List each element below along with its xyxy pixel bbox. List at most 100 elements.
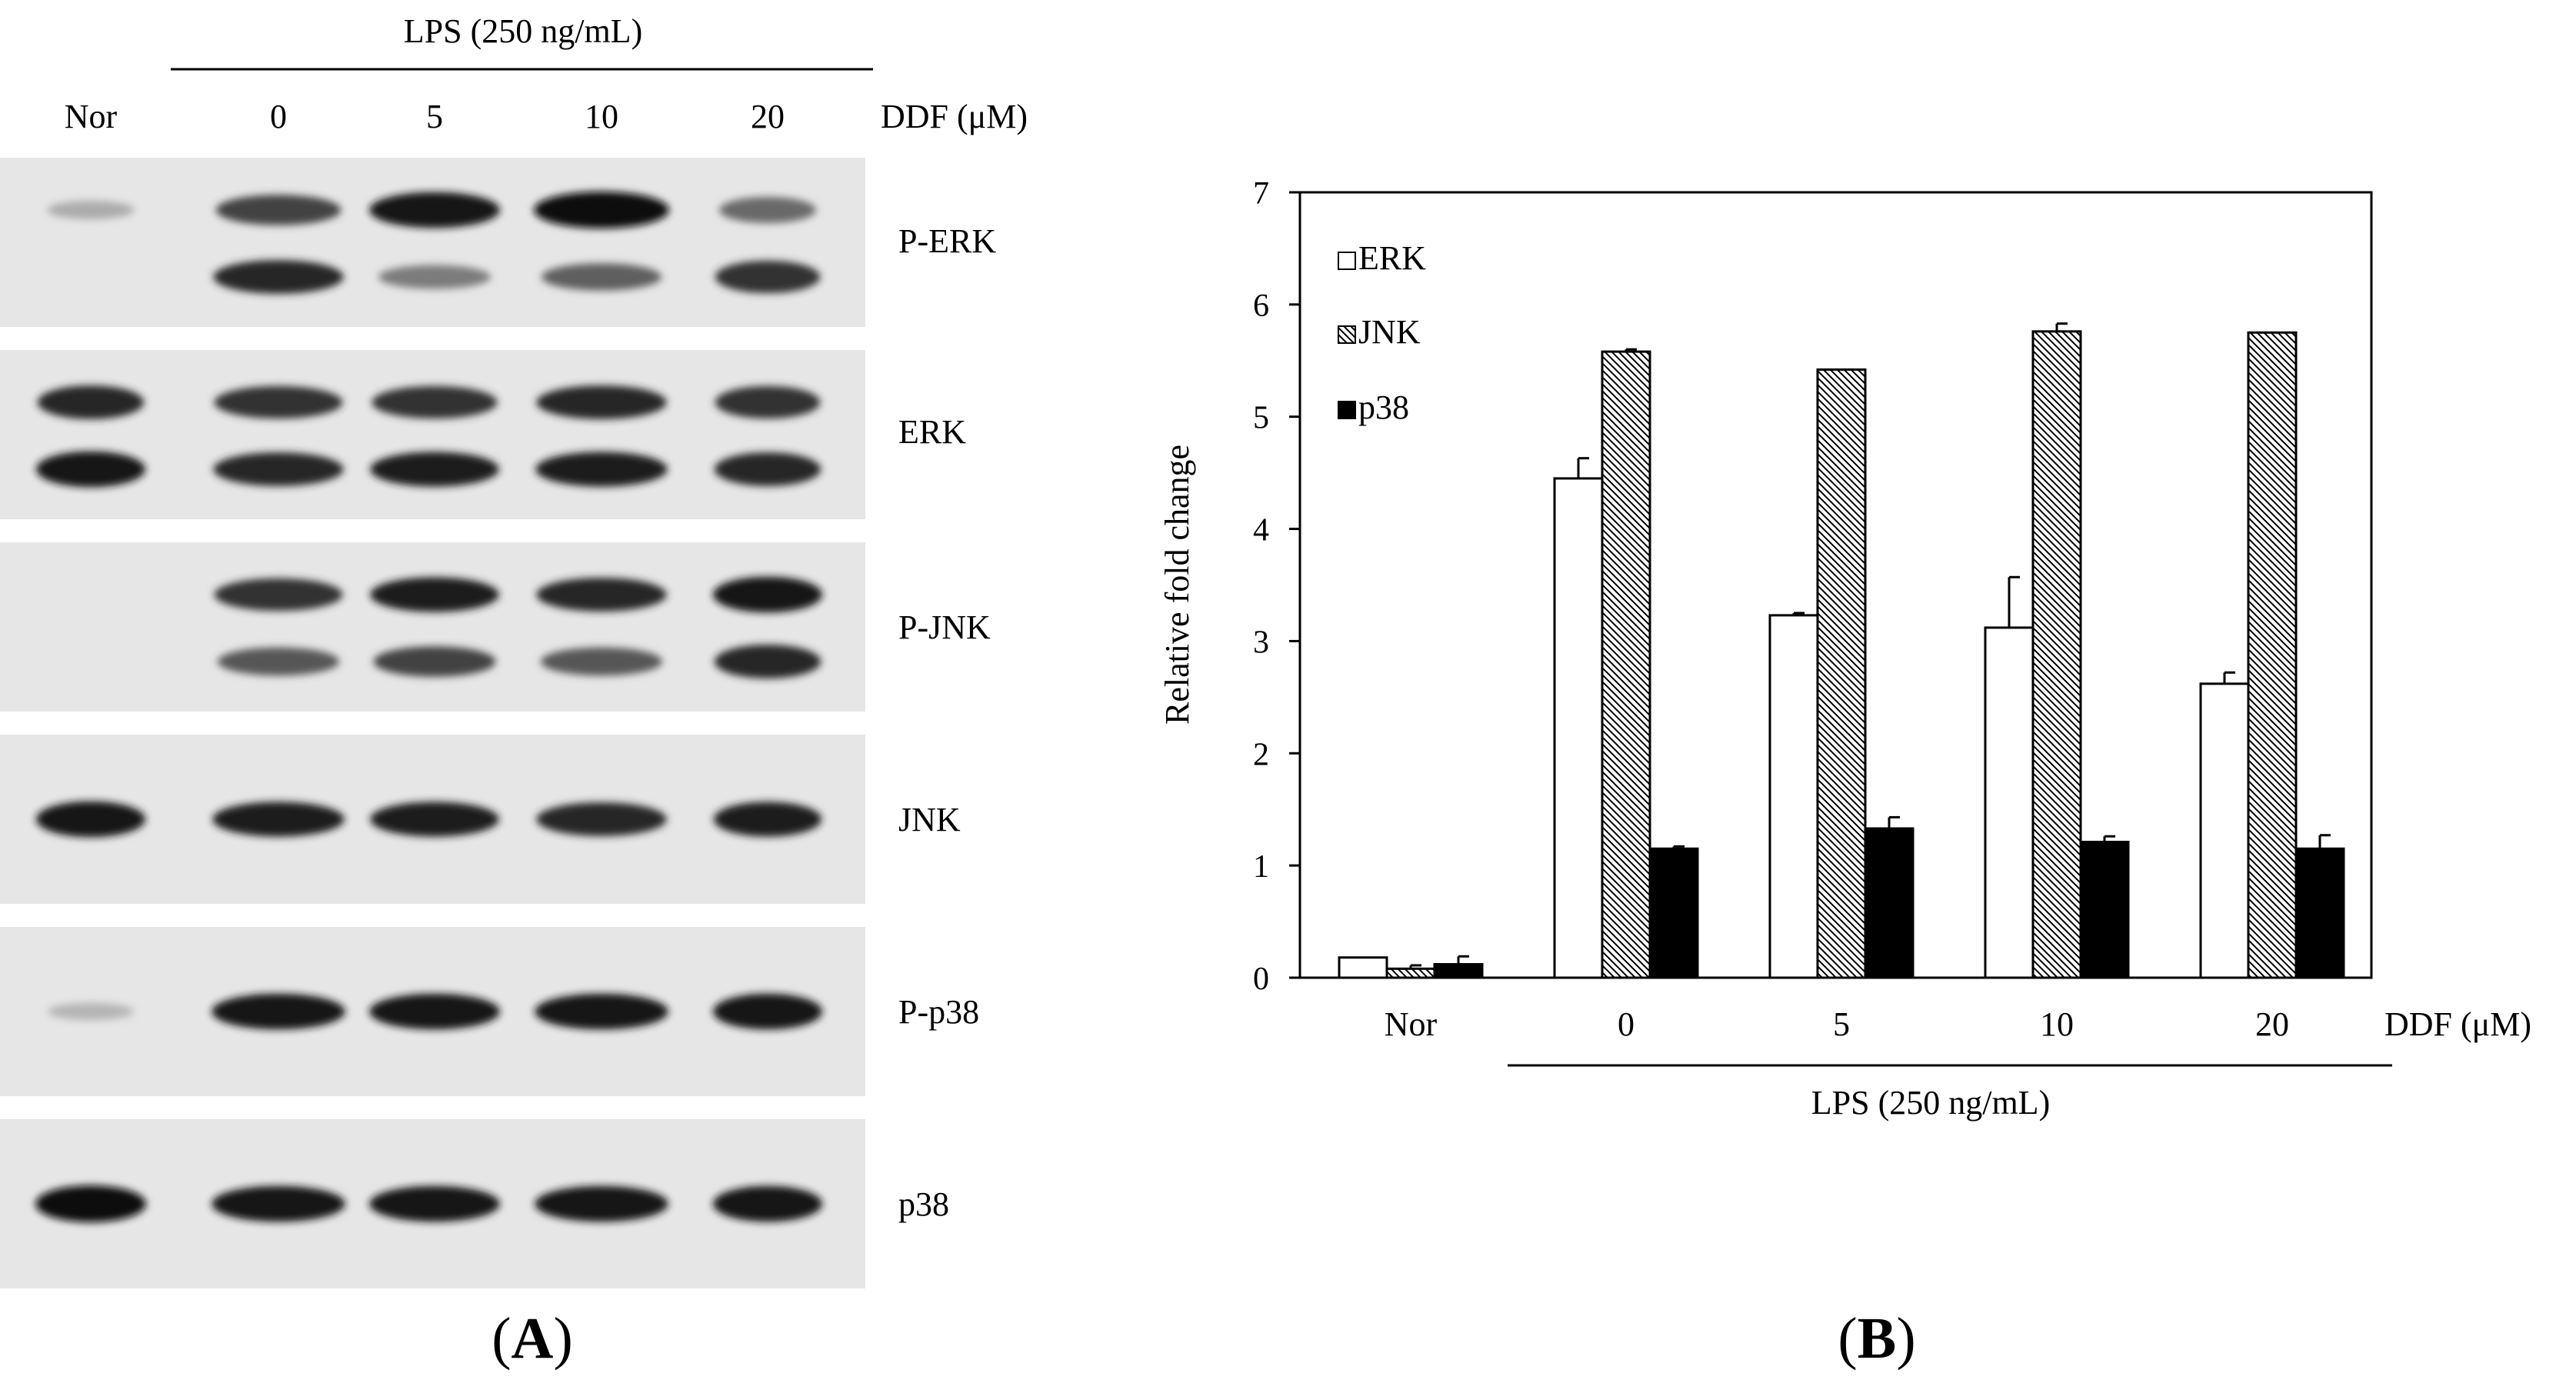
panel-a-lane-labels: Nor 0 5 10 20	[65, 98, 785, 135]
legend: ERK JNK p38	[1338, 239, 1426, 426]
blot-label: p38	[898, 1185, 949, 1223]
blot-band	[712, 576, 823, 613]
blot-band	[35, 451, 146, 488]
x-category-label: Nor	[1385, 1005, 1438, 1043]
blot-band	[715, 260, 821, 294]
legend-label-jnk: JNK	[1358, 313, 1421, 351]
x-category-label: 20	[2255, 1005, 2289, 1043]
lane-label: 10	[585, 98, 618, 135]
lane-label: 5	[426, 98, 443, 135]
bar-p38	[2079, 841, 2130, 979]
blot-band	[369, 192, 500, 228]
blot-band	[369, 993, 500, 1030]
blot-band	[714, 452, 821, 486]
bar-erk	[1553, 477, 1604, 979]
blot-label: JNK	[898, 801, 961, 838]
y-tick-label: 5	[1253, 401, 1269, 436]
blot-band	[370, 577, 499, 612]
bar-erk	[1768, 614, 1819, 979]
blot-band	[372, 385, 498, 419]
blot-band	[212, 1185, 345, 1222]
blot-label: P-JNK	[898, 608, 991, 646]
blot-band	[35, 801, 146, 838]
blot-band	[370, 452, 499, 487]
blot-band	[535, 1185, 668, 1222]
blot-band	[536, 802, 667, 836]
legend-swatch-p38	[1338, 401, 1356, 419]
y-tick-label: 0	[1253, 962, 1269, 997]
blot-label: P-p38	[898, 993, 979, 1031]
blot-band	[712, 1185, 823, 1222]
blot-band	[715, 385, 821, 419]
blot-band	[719, 197, 816, 223]
y-tick-label: 2	[1253, 737, 1269, 772]
blot-band	[713, 802, 822, 837]
legend-label-p38: p38	[1358, 388, 1409, 426]
blot-band	[35, 1185, 146, 1222]
bar-erk	[2199, 682, 2250, 979]
lane-label: Nor	[65, 98, 118, 135]
blot-band	[540, 647, 663, 676]
blot-band	[212, 802, 345, 837]
x-category-label: 5	[1833, 1005, 1850, 1043]
blot-label: P-ERK	[898, 222, 996, 260]
panel-a-blot-strips	[0, 158, 865, 1288]
y-axis-ticks: 0 1 2 3 4 5 6 7	[1253, 176, 1300, 997]
bar-erk	[1338, 956, 1388, 979]
blot-strip	[0, 542, 865, 712]
blot-band	[37, 385, 145, 419]
blot-band	[212, 993, 345, 1030]
lane-label: 0	[270, 98, 287, 135]
panel-b-dose-label: DDF (μM)	[2384, 1005, 2531, 1043]
blot-label: ERK	[898, 413, 966, 451]
y-tick-label: 3	[1253, 625, 1269, 660]
panel-a: LPS (250 ng/mL) DDF (μM) Nor 0 5 10 20 P…	[0, 12, 1028, 1371]
blot-band	[369, 1185, 500, 1222]
panel-a-dose-label: DDF (μM)	[881, 98, 1028, 135]
blot-band	[48, 1002, 134, 1021]
panel-a-treatment-label: LPS (250 ng/mL)	[404, 12, 642, 50]
bar-jnk	[1816, 368, 1867, 979]
lane-label: 20	[751, 98, 785, 135]
x-category-label: 0	[1618, 1005, 1635, 1043]
y-tick-label: 7	[1253, 176, 1269, 212]
bar-jnk	[1385, 967, 1436, 979]
y-tick-label: 6	[1253, 288, 1269, 324]
y-axis-label: Relative fold change	[1158, 445, 1196, 725]
y-tick-label: 1	[1253, 849, 1269, 885]
bar-jnk	[2247, 331, 2298, 979]
panel-b-treatment-label: LPS (250 ng/mL)	[1811, 1084, 2050, 1122]
legend-swatch-jnk	[1338, 325, 1356, 344]
blot-strip	[0, 350, 865, 519]
bar-p38	[1648, 847, 1699, 979]
blot-band	[215, 195, 342, 225]
blot-labels: P-ERK ERK P-JNK JNK P-p38 p38	[898, 222, 996, 1223]
blot-band	[712, 993, 823, 1030]
bars	[1338, 322, 2345, 979]
panel-a-caption: (A)	[492, 1306, 573, 1371]
bar-jnk	[1601, 350, 1651, 979]
y-tick-label: 4	[1253, 513, 1269, 548]
blot-band	[217, 647, 340, 676]
blot-band	[213, 260, 344, 294]
blot-band	[534, 192, 669, 228]
blot-band	[714, 645, 821, 678]
blot-band	[535, 993, 668, 1030]
blot-band	[47, 200, 135, 220]
bar-p38	[1864, 827, 1915, 979]
blot-band	[536, 385, 667, 419]
bar-jnk	[2031, 330, 2082, 979]
bar-erk	[1984, 626, 2034, 979]
blot-band	[536, 578, 667, 612]
blot-strip	[0, 158, 865, 327]
x-category-label: 10	[2040, 1005, 2074, 1043]
panel-b-caption: (B)	[1838, 1306, 1915, 1371]
blot-band	[213, 452, 344, 486]
legend-label-erk: ERK	[1358, 239, 1426, 277]
bar-p38	[2294, 847, 2345, 979]
blot-band	[370, 802, 499, 837]
blot-band	[373, 646, 496, 677]
blot-band	[214, 385, 343, 419]
